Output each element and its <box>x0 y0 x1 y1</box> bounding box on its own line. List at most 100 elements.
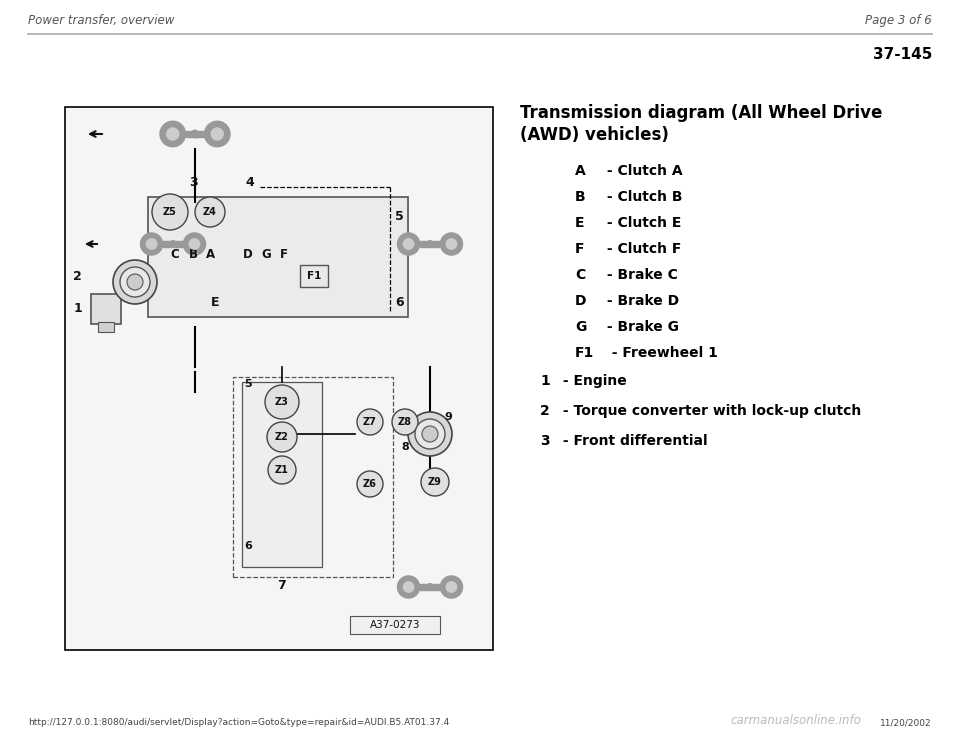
Text: Z4: Z4 <box>204 207 217 217</box>
Text: 5: 5 <box>244 379 252 389</box>
Circle shape <box>265 385 299 419</box>
Text: A: A <box>575 164 586 178</box>
Text: E: E <box>575 216 585 230</box>
Text: - Freewheel 1: - Freewheel 1 <box>602 346 718 360</box>
Circle shape <box>397 576 420 598</box>
Circle shape <box>446 239 457 249</box>
Text: - Engine: - Engine <box>558 374 627 388</box>
Text: 2: 2 <box>73 271 82 283</box>
Text: 5: 5 <box>395 211 404 223</box>
Text: 3: 3 <box>540 434 550 448</box>
Bar <box>162 241 183 246</box>
Circle shape <box>204 121 230 147</box>
Circle shape <box>415 419 445 449</box>
Circle shape <box>422 426 438 442</box>
Text: 37-145: 37-145 <box>873 47 932 62</box>
Circle shape <box>408 412 452 456</box>
Text: 11/20/2002: 11/20/2002 <box>880 718 932 727</box>
Circle shape <box>397 233 420 255</box>
Text: - Clutch B: - Clutch B <box>602 190 683 204</box>
Circle shape <box>195 197 225 227</box>
Circle shape <box>427 584 433 590</box>
Bar <box>233 377 393 577</box>
Text: - Brake G: - Brake G <box>602 320 679 334</box>
Circle shape <box>268 456 296 484</box>
Circle shape <box>183 233 205 255</box>
Text: D: D <box>575 294 587 308</box>
Text: - Clutch E: - Clutch E <box>602 216 682 230</box>
Text: 8: 8 <box>401 442 409 452</box>
Text: Transmission diagram (All Wheel Drive: Transmission diagram (All Wheel Drive <box>520 104 882 122</box>
Text: E: E <box>211 295 219 309</box>
Text: Z1: Z1 <box>276 465 289 475</box>
Circle shape <box>211 128 224 140</box>
Text: D: D <box>243 249 252 261</box>
Bar <box>300 265 328 287</box>
Text: Z8: Z8 <box>398 417 412 427</box>
Text: Z5: Z5 <box>163 207 177 217</box>
Text: (AWD) vehicles): (AWD) vehicles) <box>520 126 669 144</box>
Text: - Front differential: - Front differential <box>558 434 708 448</box>
Text: - Clutch F: - Clutch F <box>602 242 682 256</box>
Text: Z2: Z2 <box>276 432 289 442</box>
Text: 1: 1 <box>73 303 82 315</box>
Text: - Clutch A: - Clutch A <box>602 164 683 178</box>
Text: C: C <box>171 249 180 261</box>
Text: - Torque converter with lock-up clutch: - Torque converter with lock-up clutch <box>558 404 861 418</box>
Text: Z3: Z3 <box>276 397 289 407</box>
Circle shape <box>170 240 177 247</box>
Bar <box>420 241 441 246</box>
Text: 9: 9 <box>444 412 452 422</box>
Bar <box>242 382 322 567</box>
Bar <box>148 197 408 317</box>
Circle shape <box>441 576 463 598</box>
Text: - Brake C: - Brake C <box>602 268 678 282</box>
Text: B: B <box>188 249 198 261</box>
Text: G: G <box>575 320 587 334</box>
Text: - Brake D: - Brake D <box>602 294 679 308</box>
Text: F1: F1 <box>307 271 322 281</box>
Circle shape <box>403 582 414 592</box>
Circle shape <box>113 260 157 304</box>
Circle shape <box>357 471 383 497</box>
Circle shape <box>267 422 297 452</box>
Text: A: A <box>206 249 216 261</box>
Circle shape <box>152 194 188 230</box>
Text: 7: 7 <box>277 579 286 592</box>
Circle shape <box>427 240 433 247</box>
Text: 2: 2 <box>540 404 550 418</box>
Bar <box>98 322 114 332</box>
Circle shape <box>120 267 150 297</box>
Text: F: F <box>280 249 288 261</box>
Text: 6: 6 <box>395 295 403 309</box>
Circle shape <box>167 128 179 140</box>
Circle shape <box>146 239 156 249</box>
Circle shape <box>441 233 463 255</box>
Text: http://127.0.0.1:8080/audi/servlet/Display?action=Goto&type=repair&id=AUDI.B5.AT: http://127.0.0.1:8080/audi/servlet/Displ… <box>28 718 449 727</box>
Text: Z7: Z7 <box>363 417 377 427</box>
Circle shape <box>127 274 143 290</box>
Circle shape <box>140 233 162 255</box>
Text: carmanualsonline.info: carmanualsonline.info <box>730 714 861 727</box>
Text: C: C <box>575 268 586 282</box>
Circle shape <box>446 582 457 592</box>
Circle shape <box>403 239 414 249</box>
Circle shape <box>357 409 383 435</box>
Text: 1: 1 <box>540 374 550 388</box>
Bar <box>91 294 121 324</box>
Text: 3: 3 <box>189 176 198 188</box>
Text: G: G <box>261 249 271 261</box>
Text: F: F <box>575 242 585 256</box>
Text: 6: 6 <box>244 541 252 551</box>
Circle shape <box>189 239 200 249</box>
Bar <box>350 616 440 634</box>
Circle shape <box>191 131 199 138</box>
Text: Z6: Z6 <box>363 479 377 489</box>
Circle shape <box>421 468 449 496</box>
Text: Power transfer, overview: Power transfer, overview <box>28 14 175 27</box>
Text: Page 3 of 6: Page 3 of 6 <box>865 14 932 27</box>
Text: Z9: Z9 <box>428 477 442 487</box>
Circle shape <box>392 409 418 435</box>
Circle shape <box>160 121 185 147</box>
Text: A37-0273: A37-0273 <box>370 620 420 630</box>
